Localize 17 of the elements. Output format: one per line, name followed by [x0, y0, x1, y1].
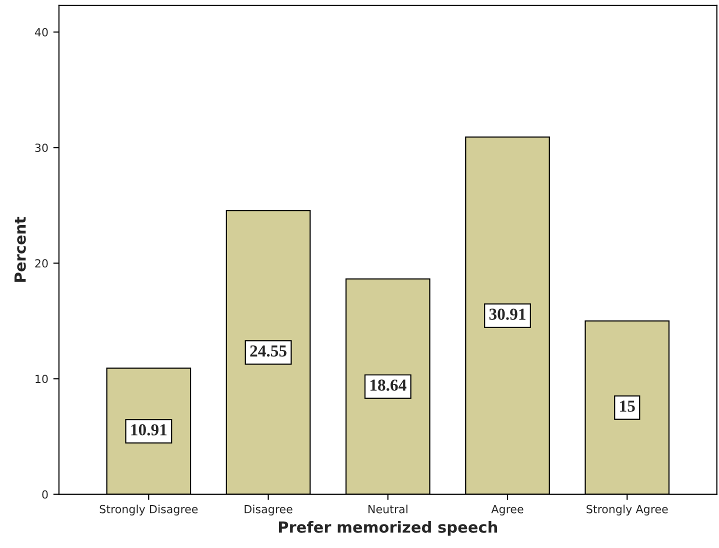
- data-label: 30.91: [489, 308, 526, 320]
- x-axis-title: Prefer memorized speech: [278, 521, 498, 536]
- y-tick-label: 0: [42, 490, 48, 499]
- y-tick-label: 40: [34, 28, 48, 36]
- data-label: 10.91: [131, 424, 167, 436]
- x-tick-label: Strongly Disagree: [100, 504, 198, 516]
- y-tick-label: 20: [35, 259, 48, 268]
- y-axis-title: Percent: [14, 216, 26, 282]
- x-tick-label: Disagree: [244, 504, 292, 516]
- x-tick-label: Agree: [491, 505, 524, 516]
- data-label: 24.55: [250, 345, 286, 357]
- x-tick-label: Strongly Agree: [586, 504, 668, 516]
- data-label: 15: [620, 400, 635, 412]
- y-tick-label: 10: [36, 374, 48, 384]
- data-label: 18.64: [370, 380, 406, 391]
- y-tick-label: 30: [35, 144, 48, 152]
- x-tick-label: Neutral: [368, 504, 408, 514]
